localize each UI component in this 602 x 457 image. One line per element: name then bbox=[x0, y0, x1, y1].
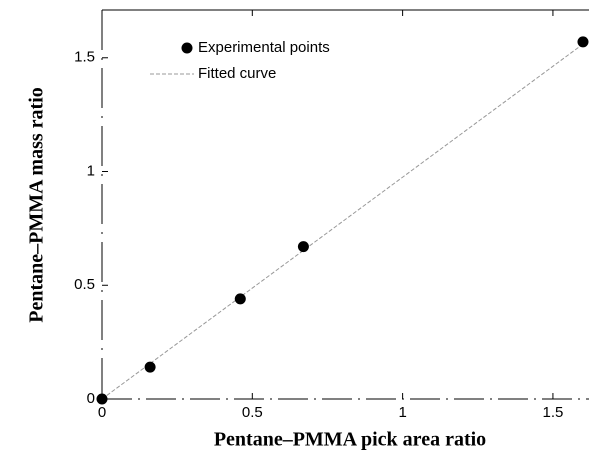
y-tick-label: 1 bbox=[87, 162, 95, 179]
data-point bbox=[234, 293, 246, 305]
y-tick-label: 1.5 bbox=[74, 49, 95, 66]
data-point bbox=[144, 361, 156, 373]
x-tick-label: 0.5 bbox=[242, 404, 263, 421]
data-point bbox=[96, 393, 108, 405]
x-axis-label: Pentane–PMMA pick area ratio bbox=[214, 429, 486, 451]
legend-label: Experimental points bbox=[198, 39, 330, 56]
x-tick-label: 1.5 bbox=[542, 404, 563, 421]
fitted-line bbox=[101, 43, 584, 400]
y-tick-label: 0 bbox=[87, 390, 95, 407]
y-axis-label: Pentane–PMMA mass ratio bbox=[26, 87, 48, 323]
x-tick-label: 0 bbox=[98, 404, 106, 421]
legend-marker bbox=[181, 42, 193, 54]
data-point bbox=[577, 36, 589, 48]
legend-label: Fitted curve bbox=[198, 65, 276, 82]
x-tick-label: 1 bbox=[398, 404, 406, 421]
data-point bbox=[297, 241, 309, 253]
y-tick-label: 0.5 bbox=[74, 276, 95, 293]
